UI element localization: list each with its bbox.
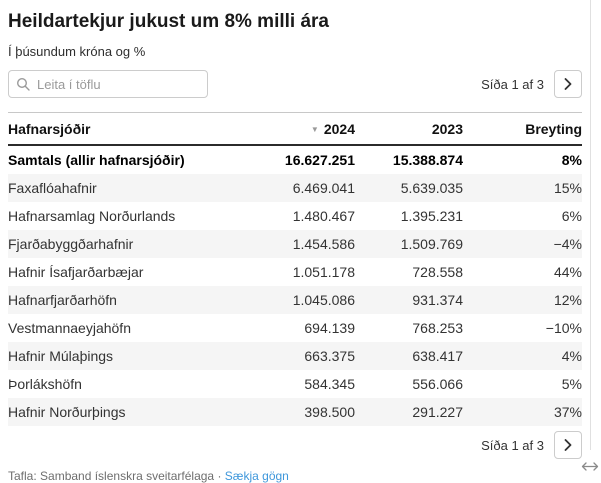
page-indicator: Síða 1 af 3 — [481, 437, 544, 453]
next-page-button[interactable] — [554, 70, 582, 98]
search-box — [8, 70, 208, 98]
pagination-bottom: Síða 1 af 3 — [481, 431, 582, 459]
column-header-change[interactable]: Breyting — [463, 112, 582, 146]
page-subtitle: Í þúsundum króna og % — [8, 44, 146, 59]
pagination-top: Síða 1 af 3 — [481, 70, 582, 98]
sort-descending-icon: ▼ — [310, 125, 319, 134]
source-line: Tafla: Samband íslenskra sveitarfélaga ·… — [8, 469, 289, 483]
table-row: Faxaflóahafnir 6.469.041 5.639.035 15% — [8, 174, 582, 202]
row-change: 6% — [561, 208, 582, 224]
row-change: 5% — [561, 376, 582, 392]
row-name: Hafnarsamlag Norðurlands — [8, 208, 176, 224]
row-name: Hafnir Norðurþings — [8, 404, 126, 420]
resize-horizontal-icon — [581, 462, 599, 471]
data-table: Hafnarsjóðir ▼ 2024 2023 Breyting Samtals… — [8, 112, 582, 426]
widget-right-border — [590, 0, 591, 450]
row-value-2024: 584.345 — [304, 376, 355, 392]
download-data-link[interactable]: Sækja gögn — [224, 469, 289, 483]
column-header-2023[interactable]: 2023 — [355, 112, 463, 146]
table-row: Hafnir Norðurþings 398.500 291.227 37% — [8, 398, 582, 426]
row-value-2023: 638.417 — [412, 348, 463, 364]
row-name: Fjarðabyggðarhafnir — [8, 236, 134, 252]
row-change: −10% — [545, 320, 582, 336]
column-header-name[interactable]: Hafnarsjóðir — [8, 112, 248, 146]
table-row: Hafnir Múlaþings 663.375 638.417 4% — [8, 342, 582, 370]
row-value-2023: 728.558 — [412, 264, 463, 280]
table-row: Vestmannaeyjahöfn 694.139 768.253 −10% — [8, 314, 582, 342]
row-value-2024: 1.045.086 — [292, 292, 355, 308]
table-row: Fjarðabyggðarhafnir 1.454.586 1.509.769 −4% — [8, 230, 582, 258]
resize-handle[interactable] — [581, 461, 599, 475]
column-header-2024-label: 2024 — [323, 121, 355, 137]
row-value-2023: 5.639.035 — [400, 180, 463, 196]
table-row: Þorlákshöfn 584.345 556.066 5% — [8, 370, 582, 398]
row-value-2024: 1.480.467 — [292, 208, 355, 224]
page-title: Heildartekjur jukust um 8% milli ára — [8, 11, 329, 32]
source-separator: · — [217, 469, 222, 483]
chevron-right-icon — [564, 78, 572, 90]
attribution-footer: Tafla: Samband íslenskra sveitarfélaga ·… — [0, 462, 599, 483]
table-row: Hafnir Ísafjarðarbæjar 1.051.178 728.558 44… — [8, 258, 582, 286]
row-value-2024: 398.500 — [304, 404, 355, 420]
row-value-2024: 1.051.178 — [292, 264, 355, 280]
row-value-2023: 768.253 — [412, 320, 463, 336]
row-value-2024: 6.469.041 — [292, 180, 355, 196]
row-value-2024: 694.139 — [304, 320, 355, 336]
table-controls: Síða 1 af 3 — [8, 70, 582, 98]
pagination-bottom-wrap: Síða 1 af 3 — [8, 431, 582, 459]
table-row: Hafnarfjarðarhöfn 1.045.086 931.374 12% — [8, 286, 582, 314]
page-indicator: Síða 1 af 3 — [481, 76, 544, 92]
row-value-2024: 663.375 — [304, 348, 355, 364]
next-page-button[interactable] — [554, 431, 582, 459]
row-change: 15% — [553, 180, 582, 196]
row-name: Hafnarfjarðarhöfn — [8, 292, 117, 308]
row-name: Faxaflóahafnir — [8, 180, 97, 196]
row-name: Vestmannaeyjahöfn — [8, 320, 131, 336]
row-name: Þorlákshöfn — [8, 376, 82, 392]
table-row: Hafnarsamlag Norðurlands 1.480.467 1.395.2… — [8, 202, 582, 230]
row-value-2024: 16.627.251 — [284, 152, 355, 168]
row-name: Hafnir Ísafjarðarbæjar — [8, 264, 144, 280]
chevron-right-icon — [564, 439, 572, 451]
row-name: Samtals (allir hafnarsjóðir) — [8, 152, 185, 168]
source-label: Tafla: Samband íslenskra sveitarfélaga — [8, 469, 215, 483]
row-change: 37% — [553, 404, 582, 420]
row-change: −4% — [553, 236, 582, 252]
row-value-2024: 1.454.586 — [292, 236, 355, 252]
table-header-row: Hafnarsjóðir ▼ 2024 2023 Breyting — [8, 112, 582, 146]
row-change: 44% — [553, 264, 582, 280]
row-value-2023: 556.066 — [412, 376, 463, 392]
row-name: Hafnir Múlaþings — [8, 348, 114, 364]
row-change: 8% — [561, 152, 582, 168]
search-input[interactable] — [8, 70, 208, 98]
row-value-2023: 291.227 — [412, 404, 463, 420]
table-body: Samtals (allir hafnarsjóðir) 16.627.251 15… — [8, 145, 582, 426]
row-value-2023: 1.509.769 — [400, 236, 463, 252]
row-change: 12% — [553, 292, 582, 308]
row-value-2023: 15.388.874 — [392, 152, 463, 168]
row-change: 4% — [561, 348, 582, 364]
row-value-2023: 1.395.231 — [400, 208, 463, 224]
column-header-2024[interactable]: ▼ 2024 — [248, 112, 355, 146]
row-value-2023: 931.374 — [412, 292, 463, 308]
table-row: Samtals (allir hafnarsjóðir) 16.627.251 15… — [8, 145, 582, 174]
